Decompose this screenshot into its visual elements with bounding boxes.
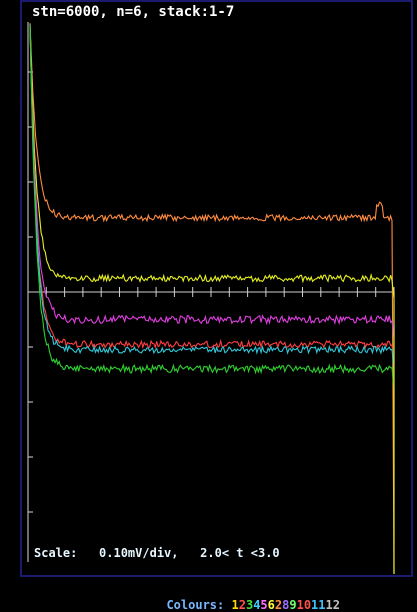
colour-digit-3: 3: [245, 598, 254, 612]
colours-legend: Colours: 123456289101112: [152, 584, 340, 612]
plot-panel: stn=6000, n=6, stack:1-7 Scale: 0.10mV/d…: [20, 0, 413, 577]
colour-digit-4: 4: [253, 598, 261, 612]
trace-6: [29, 25, 395, 390]
colour-digit-10: 10: [296, 598, 312, 612]
plot-title: stn=6000, n=6, stack:1-7: [32, 4, 235, 20]
colour-digit-2: 2: [238, 598, 246, 612]
colour-digit-6: 6: [267, 598, 275, 612]
colour-digits: 123456289101112: [231, 598, 339, 612]
colours-label: Colours:: [166, 598, 232, 612]
trace-1: [29, 23, 395, 575]
trace-3: [29, 24, 395, 340]
colour-digit-11: 11: [311, 598, 326, 612]
trace-4: [29, 24, 395, 365]
waveform-plot: [27, 22, 395, 575]
colour-digit-8: 8: [282, 598, 290, 612]
colour-digit-7: 2: [274, 598, 283, 612]
zero-line: [28, 287, 395, 297]
traces: [29, 23, 395, 575]
colour-digit-9: 9: [289, 598, 297, 612]
trace-2: [29, 23, 395, 299]
colour-digit-5: 5: [260, 598, 268, 612]
trace-5: [29, 24, 395, 370]
colour-digit-1: 1: [231, 598, 239, 612]
scale-readout: Scale: 0.10mV/div, 2.0< t <3.0: [34, 546, 280, 560]
colour-digit-12: 12: [325, 598, 340, 612]
